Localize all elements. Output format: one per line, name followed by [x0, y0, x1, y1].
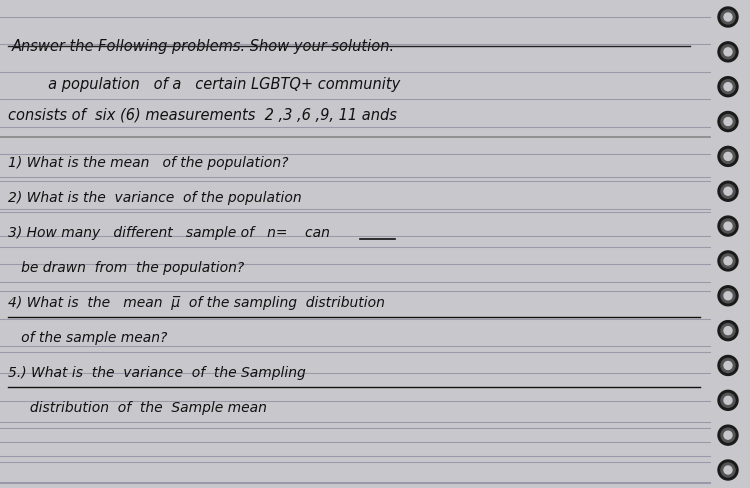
Circle shape [724, 396, 732, 405]
Circle shape [724, 223, 732, 231]
Circle shape [724, 292, 732, 300]
Circle shape [724, 153, 732, 161]
Text: Answer the Following problems. Show your solution.: Answer the Following problems. Show your… [12, 40, 395, 54]
Circle shape [718, 217, 738, 237]
Circle shape [721, 324, 735, 338]
Circle shape [721, 289, 735, 303]
Circle shape [718, 147, 738, 167]
Text: of the sample mean?: of the sample mean? [8, 330, 167, 345]
Circle shape [718, 356, 738, 376]
Circle shape [718, 390, 738, 410]
Circle shape [718, 8, 738, 28]
Circle shape [724, 362, 732, 370]
Circle shape [721, 115, 735, 129]
Text: 1) What is the mean   of the population?: 1) What is the mean of the population? [8, 156, 289, 170]
Text: distribution  of  the  Sample mean: distribution of the Sample mean [8, 400, 267, 414]
Circle shape [721, 220, 735, 234]
Circle shape [724, 49, 732, 57]
Circle shape [724, 14, 732, 22]
Circle shape [724, 257, 732, 265]
Circle shape [718, 251, 738, 271]
Text: 4) What is  the   mean  μ̅  of the sampling  distribution: 4) What is the mean μ̅ of the sampling d… [8, 295, 385, 309]
Circle shape [718, 112, 738, 132]
Circle shape [718, 286, 738, 306]
Circle shape [724, 431, 732, 439]
Circle shape [721, 185, 735, 199]
Text: a population   of a   certain LGBTQ+ community: a population of a certain LGBTQ+ communi… [25, 77, 400, 92]
Circle shape [724, 466, 732, 474]
Text: 5.) What is  the  variance  of  the Sampling: 5.) What is the variance of the Sampling [8, 365, 306, 379]
Circle shape [721, 393, 735, 407]
Circle shape [721, 254, 735, 268]
Circle shape [718, 182, 738, 202]
Circle shape [718, 321, 738, 341]
Circle shape [721, 463, 735, 477]
Circle shape [718, 425, 738, 445]
Text: 2) What is the  variance  of the population: 2) What is the variance of the populatio… [8, 191, 302, 204]
Text: 3) How many   different   sample of   n=    can: 3) How many different sample of n= can [8, 225, 330, 240]
Circle shape [724, 188, 732, 196]
Circle shape [721, 428, 735, 442]
Circle shape [718, 78, 738, 98]
Circle shape [724, 118, 732, 126]
Circle shape [721, 11, 735, 25]
Circle shape [721, 359, 735, 373]
Text: be drawn  from  the population?: be drawn from the population? [8, 261, 244, 274]
Circle shape [718, 460, 738, 480]
Circle shape [721, 81, 735, 95]
Circle shape [721, 46, 735, 60]
Circle shape [724, 83, 732, 92]
Circle shape [724, 327, 732, 335]
Circle shape [721, 150, 735, 164]
Circle shape [718, 43, 738, 63]
Text: consists of  six (6) measurements  2 ,3 ,6 ,9, 11 ands: consists of six (6) measurements 2 ,3 ,6… [8, 107, 397, 122]
